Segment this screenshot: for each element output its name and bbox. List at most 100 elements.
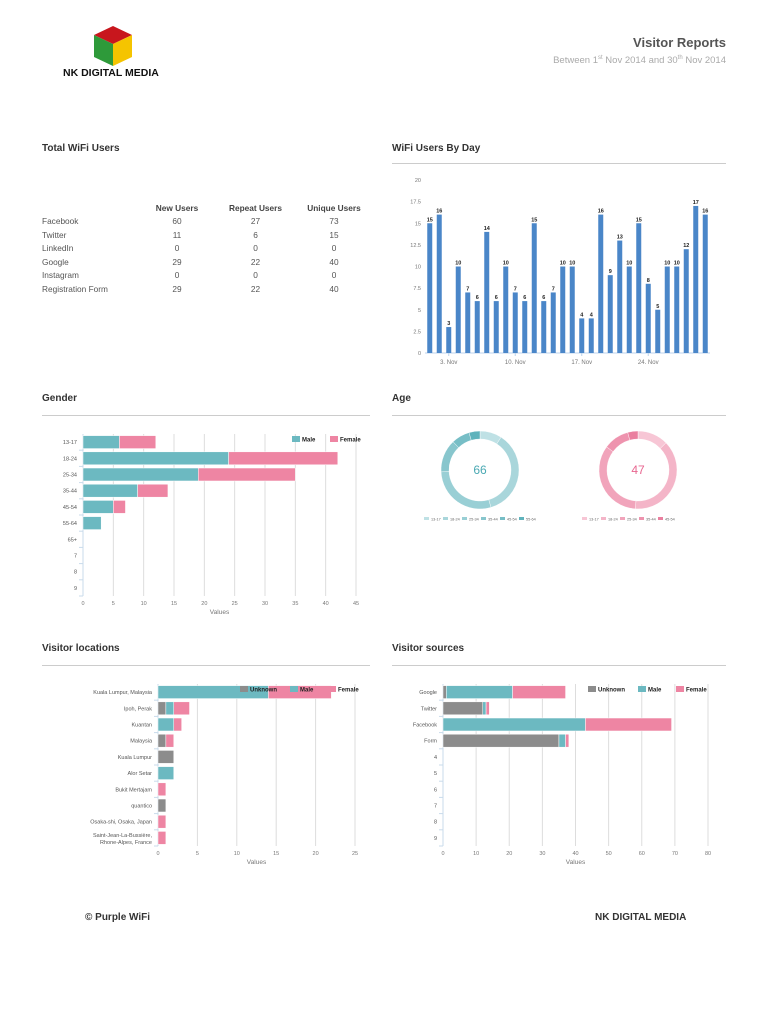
bar-female bbox=[173, 701, 190, 716]
data-label: 10 bbox=[674, 261, 680, 267]
bar bbox=[674, 266, 680, 353]
legend-label: 13-17 bbox=[589, 518, 599, 522]
bar-male bbox=[165, 701, 175, 716]
table-cell: 6 bbox=[253, 229, 258, 240]
bar-male bbox=[442, 717, 586, 732]
legend-swatch bbox=[519, 517, 524, 520]
data-label: 16 bbox=[702, 209, 708, 215]
divider bbox=[392, 415, 726, 416]
data-label: 8 bbox=[647, 278, 650, 284]
y-tick-label: 45-54 bbox=[63, 505, 77, 511]
donut-slice bbox=[627, 430, 639, 441]
table-row-label: Google bbox=[42, 256, 69, 267]
x-tick-label: 0 bbox=[156, 851, 159, 857]
table-row: Registration Form 29 22 40 bbox=[42, 282, 369, 296]
legend-swatch bbox=[462, 517, 467, 520]
by-day-title: WiFi Users By Day bbox=[392, 143, 481, 154]
bar-unknown bbox=[157, 701, 167, 716]
bar bbox=[446, 327, 452, 353]
sources-chart: 0 10 20 30 40 50 60 70 80 Values Google Twitter Face… bbox=[413, 684, 711, 866]
y-tick-label: 17.5 bbox=[410, 200, 421, 206]
y-tick-label: 7 bbox=[434, 804, 437, 810]
divider bbox=[392, 665, 726, 666]
x-tick-label: 10 bbox=[473, 851, 479, 857]
table-row: Google 29 22 40 bbox=[42, 255, 369, 269]
data-label: 10 bbox=[664, 261, 670, 267]
table-cell: 0 bbox=[253, 270, 258, 281]
y-tick-label: 13-17 bbox=[63, 440, 77, 446]
legend-label: Female bbox=[340, 438, 361, 444]
x-tick-label: 3. Nov bbox=[440, 360, 457, 366]
donut-slice bbox=[468, 430, 481, 441]
table-row: LinkedIn 0 0 0 bbox=[42, 242, 369, 256]
legend-label: Unknown bbox=[250, 688, 277, 694]
divider bbox=[42, 665, 370, 666]
y-tick-label: Google bbox=[419, 690, 437, 696]
y-tick-label: 18-24 bbox=[63, 456, 77, 462]
bar bbox=[655, 309, 661, 353]
bar bbox=[455, 266, 461, 353]
y-tick-label: Kuala Lumpur bbox=[118, 755, 152, 761]
x-tick-label: 5 bbox=[112, 601, 115, 607]
col-unique-users: Unique Users bbox=[307, 202, 361, 213]
data-label: 15 bbox=[427, 217, 433, 223]
legend-swatch bbox=[292, 436, 300, 442]
y-tick-label: Kuala Lumpur, Malaysia bbox=[93, 690, 153, 696]
bar-male bbox=[482, 701, 487, 716]
legend-label: 45-54 bbox=[665, 518, 675, 522]
data-label: 6 bbox=[495, 295, 498, 301]
data-label: 7 bbox=[466, 286, 469, 292]
donut-slice bbox=[598, 446, 637, 510]
donut-center-value: 66 bbox=[473, 463, 487, 477]
x-tick-label: 25 bbox=[232, 601, 238, 607]
table-cell: 60 bbox=[172, 216, 182, 227]
bar-female bbox=[198, 467, 296, 482]
x-tick-label: 50 bbox=[606, 851, 612, 857]
bar bbox=[560, 266, 566, 353]
bar-female bbox=[165, 733, 175, 748]
table-row-label: Instagram bbox=[42, 270, 79, 281]
table-cell: 73 bbox=[329, 216, 339, 227]
x-tick-label: 35 bbox=[292, 601, 298, 607]
report-title: Visitor Reports bbox=[633, 35, 726, 50]
x-tick-label: 20 bbox=[201, 601, 207, 607]
total-wifi-table: New Users Repeat Users Unique Users Face… bbox=[42, 201, 369, 296]
data-label: 13 bbox=[617, 235, 623, 241]
locations-chart: 0 5 10 15 20 25 Values Kuala Lumpur, Malaysia Ip… bbox=[90, 684, 359, 866]
table-row: Twitter 11 6 15 bbox=[42, 228, 369, 242]
col-repeat-users: Repeat Users bbox=[228, 202, 283, 213]
legend-swatch bbox=[481, 517, 486, 520]
bar-male bbox=[558, 733, 566, 748]
y-tick-label: Malaysia bbox=[130, 739, 153, 745]
y-tick-label: Saint-Jean-La-Bussière, bbox=[93, 833, 152, 839]
x-axis-title: Values bbox=[210, 609, 230, 616]
bar bbox=[617, 240, 623, 353]
x-tick-label: 45 bbox=[353, 601, 359, 607]
donut-center-value: 47 bbox=[631, 463, 645, 477]
table-cell: 40 bbox=[329, 256, 339, 267]
legend-label: 25-34 bbox=[627, 518, 637, 522]
table-row-label: Facebook bbox=[42, 216, 79, 227]
bar-female bbox=[512, 685, 566, 699]
bar bbox=[569, 266, 575, 353]
data-label: 10 bbox=[626, 261, 632, 267]
data-label: 6 bbox=[523, 295, 526, 301]
table-cell: 0 bbox=[174, 243, 180, 254]
data-label: 9 bbox=[609, 269, 612, 275]
legend-swatch bbox=[638, 686, 646, 692]
bar-female bbox=[585, 717, 672, 732]
data-label: 15 bbox=[636, 217, 642, 223]
table-cell: 29 bbox=[172, 283, 182, 294]
donut-slice bbox=[606, 432, 631, 452]
table-cell: 0 bbox=[331, 243, 337, 254]
bar bbox=[541, 301, 547, 353]
wifi-by-day-chart: 02.557.51012.51517.520151631076146107615… bbox=[410, 178, 710, 366]
x-tick-label: 24. Nov bbox=[638, 360, 659, 366]
bar-female bbox=[119, 435, 157, 449]
bar-male bbox=[82, 467, 199, 482]
donut-slice bbox=[440, 471, 492, 510]
bar-male bbox=[157, 766, 175, 780]
divider bbox=[392, 163, 726, 164]
bar bbox=[484, 231, 490, 353]
